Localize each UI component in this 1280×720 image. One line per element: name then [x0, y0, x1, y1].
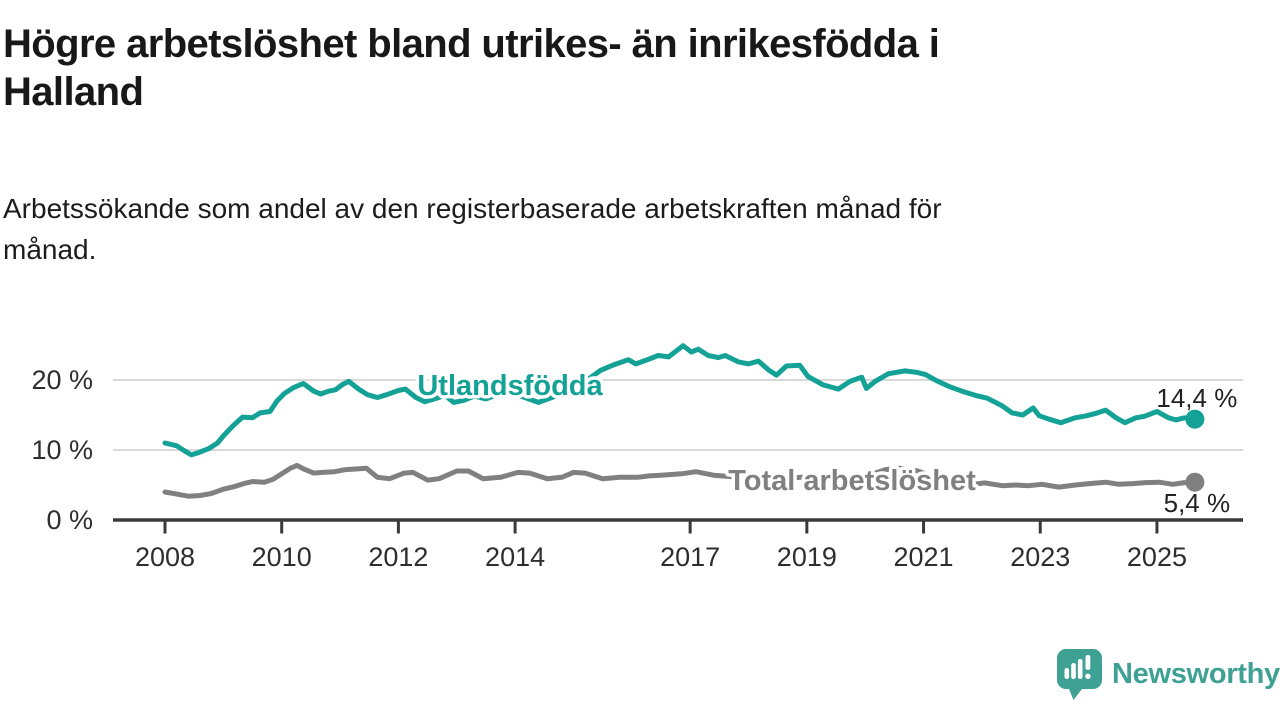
newsworthy-branding[interactable]: Newsworthy: [1056, 648, 1280, 701]
exclamation-bar: [1085, 655, 1091, 670]
x-axis-label-2025: 2025: [1127, 542, 1187, 572]
x-axis-label-2010: 2010: [252, 542, 312, 572]
series-end-dot-total-arbetsloshet: [1185, 472, 1205, 492]
x-axis-label-2023: 2023: [1010, 542, 1070, 572]
bar-2: [1071, 663, 1076, 679]
newsworthy-logo-icon: [1057, 649, 1102, 700]
chart-title: Högre arbetslöshet bland utrikes- än inr…: [3, 22, 940, 114]
x-axis-label-2019: 2019: [777, 542, 837, 572]
x-axis-label-2017: 2017: [660, 542, 720, 572]
series-line-total-arbetsloshet: [162, 462, 1198, 499]
series-label-utlandsfodda: Utlandsfödda: [417, 370, 603, 402]
y-axis-label-0: 0 %: [46, 505, 93, 535]
bar-3: [1077, 659, 1083, 679]
x-axis-label-2021: 2021: [894, 542, 954, 572]
series-end-dot-utlandsfodda: [1185, 409, 1205, 429]
y-axis-label-20: 20 %: [31, 365, 93, 395]
exclamation-dot: [1085, 673, 1091, 679]
x-axis-label-2014: 2014: [485, 542, 545, 572]
bar-1: [1064, 668, 1070, 679]
x-axis-label-2012: 2012: [368, 542, 428, 572]
y-axis-label-10: 10 %: [31, 435, 93, 465]
series-line-utlandsfodda: [162, 343, 1198, 458]
x-axis-label-2008: 2008: [135, 542, 195, 572]
end-value-label-total-arbetsloshet: 5,4 %: [1164, 488, 1231, 518]
end-value-label-utlandsfodda: 14,4 %: [1156, 383, 1237, 413]
chart-subtitle: Arbetssökande som andel av den registerb…: [3, 193, 942, 266]
newsworthy-logo-text: Newsworthy: [1112, 658, 1280, 690]
series-label-total-arbetsloshet: Total arbetslöshet: [728, 465, 976, 497]
